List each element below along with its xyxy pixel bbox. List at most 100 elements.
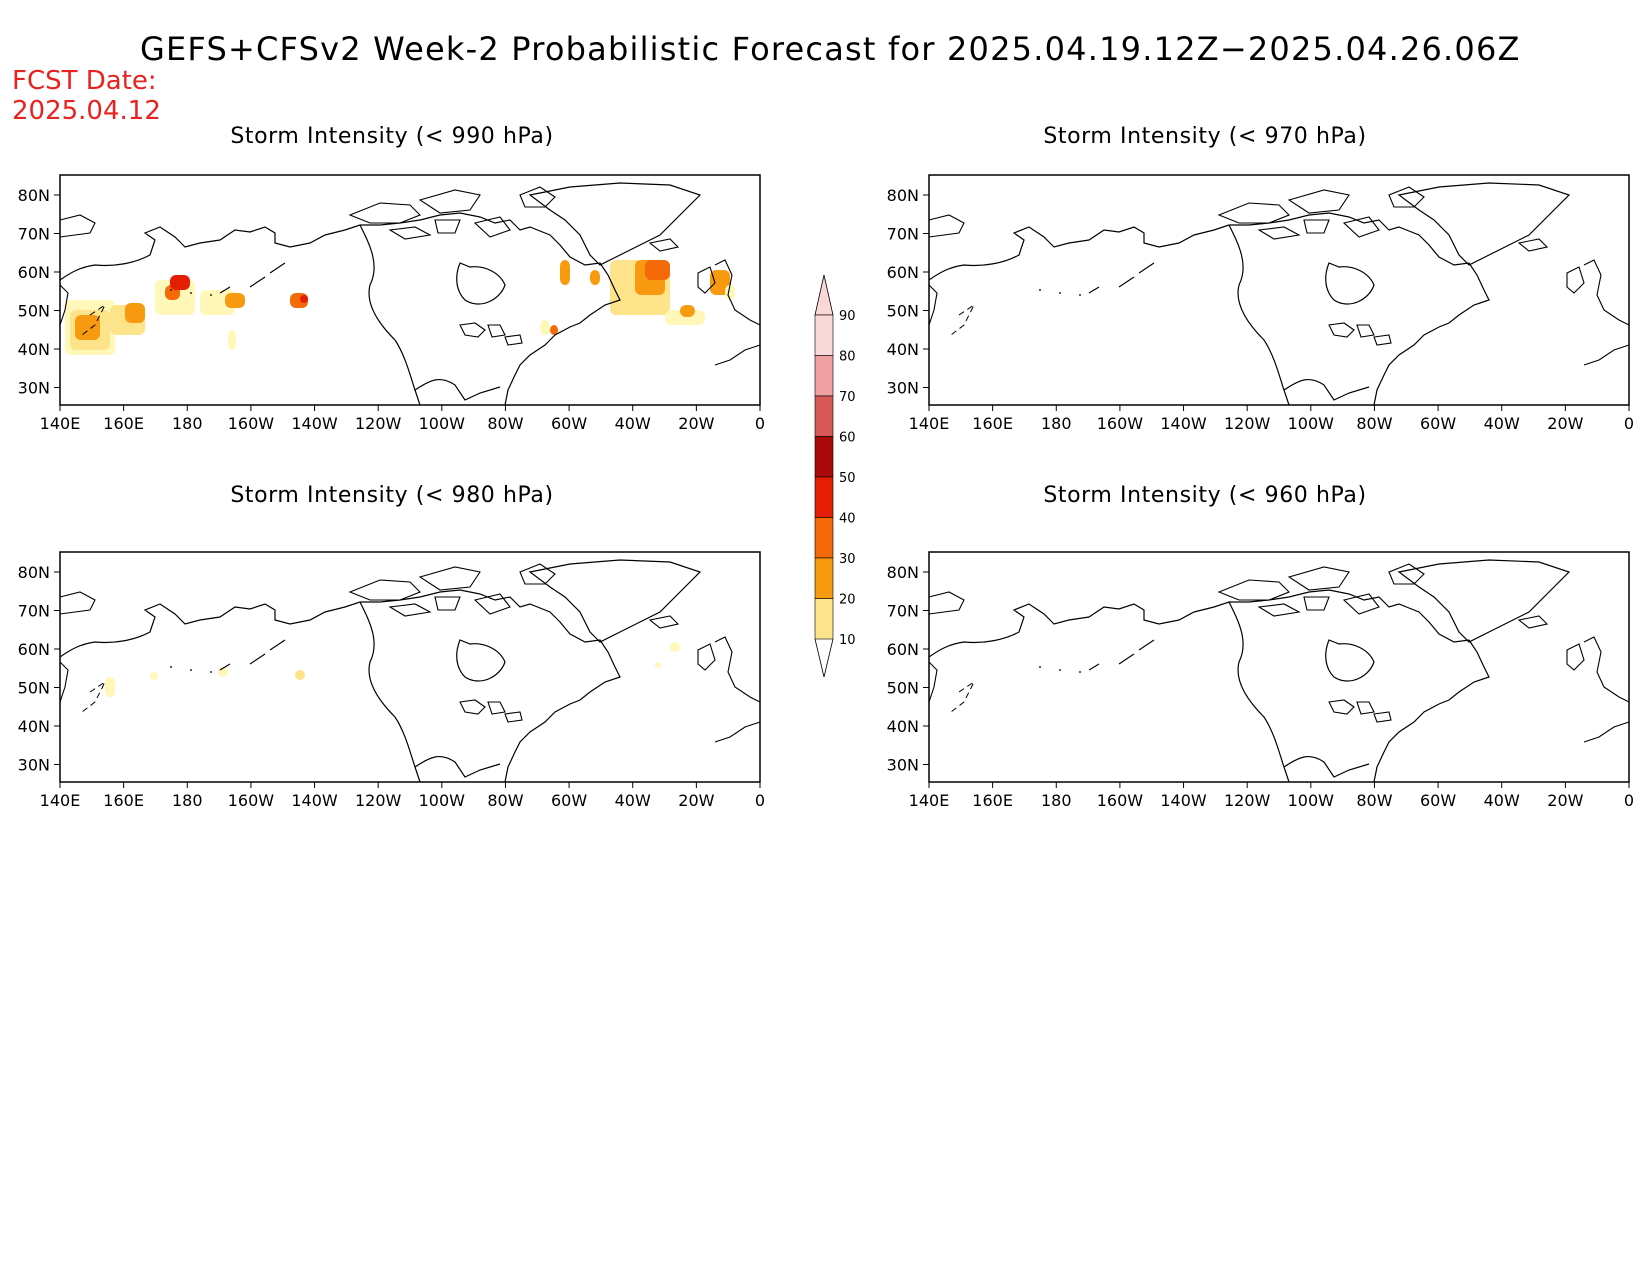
lon-label: 40W xyxy=(615,414,651,433)
lat-label: 30N xyxy=(18,756,50,775)
map-frame xyxy=(59,551,761,783)
lon-label: 20W xyxy=(678,791,714,810)
panel-title-960: Storm Intensity (< 960 hPa) xyxy=(1043,483,1367,508)
colorbar-segment xyxy=(814,598,834,640)
colorbar-label: 60 xyxy=(839,431,856,446)
probability-shading xyxy=(295,670,305,680)
colorbar-segment xyxy=(814,557,834,599)
lon-label: 180 xyxy=(1041,414,1072,433)
probability-shading xyxy=(680,305,695,317)
colorbar-top-arrow xyxy=(814,274,834,316)
colorbar-segment xyxy=(814,355,834,397)
lat-label: 50N xyxy=(887,679,919,698)
lon-label: 160W xyxy=(1097,414,1144,433)
lon-label: 0 xyxy=(755,414,765,433)
lon-label: 60W xyxy=(551,414,587,433)
map-frame xyxy=(59,174,761,406)
probability-shading xyxy=(560,260,570,285)
colorbar-segment xyxy=(814,517,834,559)
lat-label: 60N xyxy=(887,640,919,659)
lat-label: 50N xyxy=(18,302,50,321)
colorbar-segment xyxy=(814,476,834,518)
lon-label: 180 xyxy=(172,414,203,433)
coastline xyxy=(928,559,1630,783)
colorbar-label: 20 xyxy=(839,593,856,608)
map-frame xyxy=(928,551,1630,783)
figure-title: GEFS+CFSv2 Week-2 Probabilistic Forecast… xyxy=(140,30,1521,68)
coastline xyxy=(59,559,761,783)
lon-label: 140E xyxy=(909,414,950,433)
lon-label: 60W xyxy=(551,791,587,810)
lon-label: 140W xyxy=(291,791,338,810)
lat-label: 60N xyxy=(18,263,50,282)
probability-shading xyxy=(725,285,735,300)
probability-shading xyxy=(75,315,100,340)
lat-label: 30N xyxy=(18,379,50,398)
probability-shading xyxy=(228,330,236,350)
panel-title-970: Storm Intensity (< 970 hPa) xyxy=(1043,124,1367,149)
colorbar-segment xyxy=(814,395,834,437)
lon-label: 100W xyxy=(1288,414,1335,433)
lon-label: 160W xyxy=(1097,791,1144,810)
panel-title-990: Storm Intensity (< 990 hPa) xyxy=(230,124,554,149)
forecast-date-value: 2025.04.12 xyxy=(12,96,161,126)
lat-label: 50N xyxy=(18,679,50,698)
colorbar-label: 90 xyxy=(839,309,856,324)
lon-label: 0 xyxy=(1624,791,1634,810)
lat-label: 70N xyxy=(18,602,50,621)
lon-label: 80W xyxy=(487,414,523,433)
lat-label: 80N xyxy=(887,186,919,205)
lon-label: 160E xyxy=(103,414,144,433)
lat-label: 30N xyxy=(887,756,919,775)
colorbar-label: 80 xyxy=(839,350,856,365)
lon-label: 160E xyxy=(972,414,1013,433)
colorbar-label: 10 xyxy=(839,633,856,648)
probability-shading xyxy=(655,662,661,668)
lon-label: 120W xyxy=(1224,791,1271,810)
lon-label: 160E xyxy=(972,791,1013,810)
lon-label: 180 xyxy=(172,791,203,810)
lon-label: 60W xyxy=(1420,414,1456,433)
colorbar-label: 70 xyxy=(839,390,856,405)
lat-label: 40N xyxy=(18,717,50,736)
lon-label: 140E xyxy=(909,791,950,810)
probability-shading xyxy=(665,310,705,325)
lon-label: 140E xyxy=(40,791,81,810)
lon-label: 140W xyxy=(291,414,338,433)
colorbar-label: 50 xyxy=(839,471,856,486)
colorbar-segment xyxy=(814,314,834,356)
probability-shading xyxy=(225,293,245,308)
probability-shading xyxy=(710,270,730,295)
lon-label: 100W xyxy=(1288,791,1335,810)
map-panel-960: 80N 70N 60N 50N 40N 30N 140E 160E 180 160W 140W 120… xyxy=(887,551,1634,810)
lat-label: 80N xyxy=(887,563,919,582)
lat-label: 30N xyxy=(887,379,919,398)
lon-label: 0 xyxy=(755,791,765,810)
lat-label: 70N xyxy=(887,602,919,621)
lat-label: 40N xyxy=(18,340,50,359)
probability-shading xyxy=(670,642,680,652)
lat-label: 60N xyxy=(887,263,919,282)
probability-shading xyxy=(540,320,550,335)
lon-label: 80W xyxy=(1356,791,1392,810)
lon-label: 0 xyxy=(1624,414,1634,433)
lon-label: 100W xyxy=(419,414,466,433)
lon-label: 160E xyxy=(103,791,144,810)
lat-label: 70N xyxy=(887,225,919,244)
map-panel-980: 80N 70N 60N 50N 40N 30N 140E 160E 180 160W 140W 120… xyxy=(18,551,765,810)
lon-label: 140W xyxy=(1160,414,1207,433)
map-panel-990: 80N 70N 60N 50N 40N 30N 140E 160E 180 160W 140W 120… xyxy=(18,174,765,433)
lon-label: 20W xyxy=(1547,791,1583,810)
lon-label: 140W xyxy=(1160,791,1207,810)
lon-label: 100W xyxy=(419,791,466,810)
lon-label: 80W xyxy=(487,791,523,810)
lon-label: 40W xyxy=(1484,791,1520,810)
lon-label: 20W xyxy=(1547,414,1583,433)
lon-label: 160W xyxy=(228,791,275,810)
lat-label: 80N xyxy=(18,186,50,205)
probability-shading xyxy=(125,303,145,323)
colorbar-bottom-arrow xyxy=(814,638,834,678)
lat-label: 50N xyxy=(887,302,919,321)
coastline xyxy=(928,182,1630,406)
